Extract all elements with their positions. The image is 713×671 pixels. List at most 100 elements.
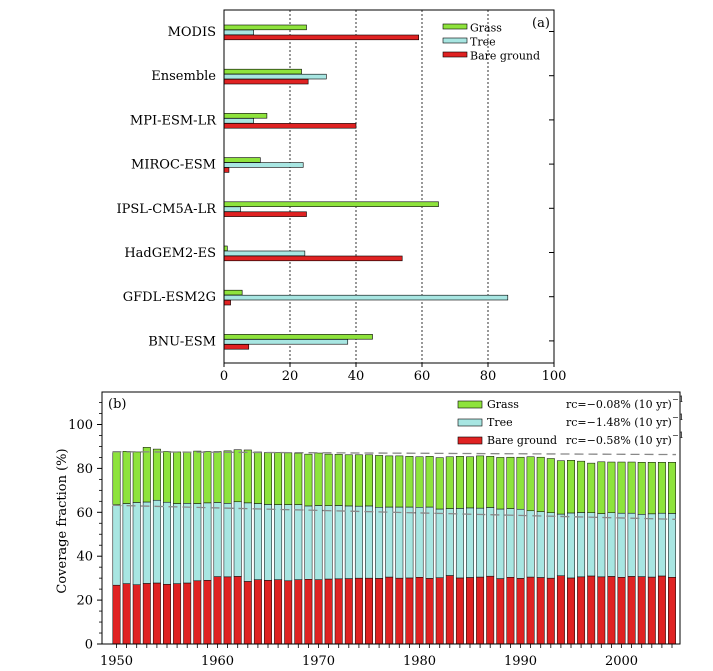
panel-a-grid <box>289 10 489 363</box>
stacked-bar-tree <box>122 503 131 584</box>
stacked-bar-grass <box>526 456 535 512</box>
stacked-bar-grass <box>657 462 666 514</box>
stacked-bar-grass <box>627 461 636 514</box>
category-label: MPI-ESM-LR <box>130 113 217 128</box>
x-tick-label: 40 <box>348 369 365 384</box>
stacked-bar-grass <box>334 454 343 506</box>
stacked-bar-tree <box>546 512 555 579</box>
legend-label: Tree <box>487 416 513 429</box>
stacked-bar-grass <box>223 450 232 504</box>
bar-bare-ground <box>223 255 403 262</box>
stacked-bar-bare-ground <box>324 578 333 645</box>
legend-trend-exponent: −1 <box>672 395 684 404</box>
stacked-bar-tree <box>486 507 495 577</box>
stacked-bar-grass <box>375 455 384 508</box>
stacked-bar-grass <box>274 452 283 505</box>
legend-swatch <box>457 436 483 445</box>
bar-tree <box>223 339 349 345</box>
stacked-bar-grass <box>324 453 333 506</box>
stacked-bar-tree <box>496 508 505 579</box>
stacked-bar-grass <box>476 455 485 509</box>
stacked-bar-grass <box>365 454 373 507</box>
stacked-bar-tree <box>314 505 323 580</box>
bar-bare-ground <box>223 123 357 129</box>
stacked-bar-tree <box>365 505 373 579</box>
stacked-bar-tree <box>223 503 232 578</box>
stacked-bar-bare-ground <box>233 576 242 645</box>
bar-grass <box>223 334 373 340</box>
stacked-bar-tree <box>647 513 656 578</box>
stacked-bar-bare-ground <box>455 577 464 645</box>
stacked-bar-bare-ground <box>647 576 656 645</box>
x-tick-label: 20 <box>282 369 299 384</box>
stacked-bar-tree <box>567 512 575 579</box>
x-tick-label: 0 <box>220 369 228 384</box>
stacked-bar-bare-ground <box>264 580 272 645</box>
category-label: MODIS <box>168 25 216 40</box>
stacked-bar-tree <box>637 514 646 577</box>
stacked-bar-bare-ground <box>405 577 414 645</box>
stacked-bar-grass <box>506 456 515 509</box>
x-tick-label: 1970 <box>302 654 335 669</box>
stacked-bar-bare-ground <box>546 577 555 645</box>
stacked-bar-bare-ground <box>435 577 444 645</box>
stacked-bar-bare-ground <box>415 577 424 645</box>
stacked-bar-grass <box>112 451 121 505</box>
stacked-bar-tree <box>617 512 626 578</box>
stacked-bar-tree <box>395 506 404 579</box>
category-label: Ensemble <box>151 69 216 84</box>
stacked-bar-grass <box>637 462 646 515</box>
legend-swatch <box>442 23 468 30</box>
legend-trend-exponent: −1 <box>672 431 684 440</box>
category-label: MIROC-ESM <box>131 158 216 173</box>
stacked-bar-tree <box>354 505 363 579</box>
stacked-bar-bare-ground <box>617 577 626 645</box>
stacked-bar-tree <box>152 499 161 584</box>
stacked-bar-grass <box>395 455 404 508</box>
legend-swatch <box>442 51 468 58</box>
y-tick-label: 100 <box>68 418 93 433</box>
bar-grass <box>223 68 302 75</box>
stacked-bar-tree <box>284 504 293 582</box>
panel-b-bars <box>112 447 676 645</box>
x-tick-label: 1950 <box>100 654 133 669</box>
panel-a-ticks <box>223 31 555 367</box>
stacked-bar-bare-ground <box>274 579 283 645</box>
legend-trend: rc=−1.48% (10 yr) <box>566 416 672 429</box>
stacked-bar-bare-ground <box>395 577 404 645</box>
stacked-bar-bare-ground <box>637 576 646 645</box>
legend-label: Grass <box>487 398 519 411</box>
stacked-bar-grass <box>344 454 353 507</box>
panel-b: 0 20 40 60 80 100 1950 1960 1970 1980 1990 2000 (b… <box>55 391 684 669</box>
stacked-bar-bare-ground <box>486 575 495 645</box>
stacked-bar-bare-ground <box>365 577 373 645</box>
stacked-bar-grass <box>243 449 252 504</box>
stacked-bar-grass <box>567 460 575 514</box>
stacked-bar-bare-ground <box>243 581 252 645</box>
y-tick-label: 80 <box>76 462 93 477</box>
stacked-bar-tree <box>274 504 283 580</box>
panel-b-y-axis-title: Coverage fraction (%) <box>55 448 70 593</box>
stacked-bar-tree <box>668 513 676 578</box>
stacked-bar-grass <box>173 451 182 504</box>
stacked-bar-grass <box>405 456 414 508</box>
bar-bare-ground <box>223 211 307 217</box>
stacked-bar-bare-ground <box>193 580 202 645</box>
stacked-bar-tree <box>657 512 666 577</box>
y-tick-label: 20 <box>76 594 93 609</box>
stacked-bar-tree <box>405 506 414 579</box>
x-tick-label: 1990 <box>504 654 537 669</box>
legend-swatch <box>442 37 468 44</box>
bar-tree <box>223 29 255 36</box>
stacked-bar-tree <box>193 503 202 582</box>
stacked-bar-bare-ground <box>445 575 454 645</box>
stacked-bar-bare-ground <box>597 576 606 645</box>
bar-bare-ground <box>223 167 230 173</box>
stacked-bar-tree <box>243 502 252 582</box>
stacked-bar-grass <box>233 449 242 503</box>
stacked-bar-bare-ground <box>122 583 131 645</box>
stacked-bar-bare-ground <box>253 579 262 645</box>
stacked-bar-bare-ground <box>587 575 596 645</box>
stacked-bar-grass <box>183 451 192 504</box>
stacked-bar-bare-ground <box>506 577 515 645</box>
